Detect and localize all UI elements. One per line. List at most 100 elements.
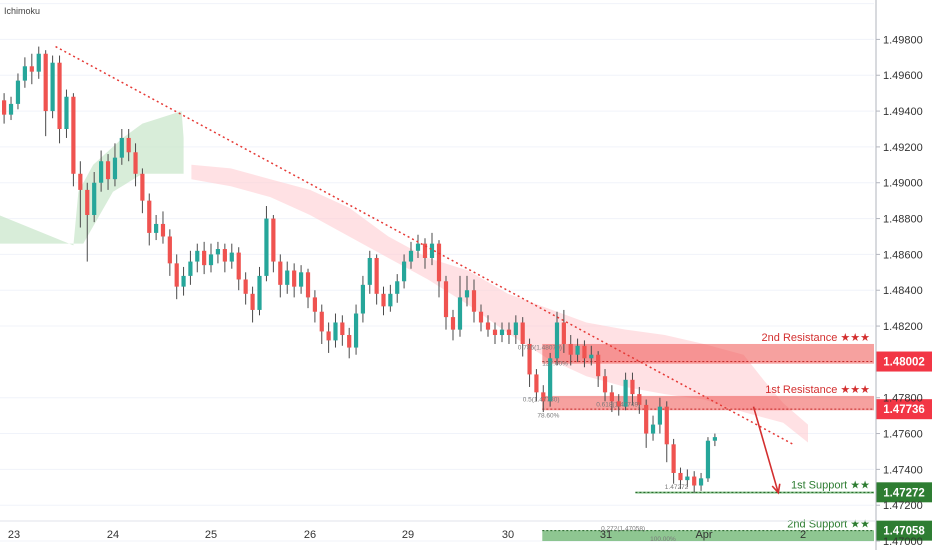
candle-bearish[interactable] (527, 343, 532, 375)
candle-bullish[interactable] (575, 345, 580, 355)
candle-bullish[interactable] (513, 322, 518, 336)
candle-bullish[interactable] (92, 182, 97, 215)
candle-bullish[interactable] (22, 66, 27, 81)
candle-bearish[interactable] (1, 100, 7, 115)
candle-bearish[interactable] (202, 250, 207, 266)
candle-bearish[interactable] (236, 252, 241, 280)
candle-bearish[interactable] (485, 322, 491, 330)
candle-bullish[interactable] (698, 478, 704, 486)
candle-bearish[interactable] (478, 311, 484, 323)
candle-bullish[interactable] (650, 424, 656, 434)
candle-bearish[interactable] (326, 331, 331, 341)
candle-bearish[interactable] (374, 257, 379, 294)
candle-bearish[interactable] (664, 406, 669, 445)
candle-bullish[interactable] (112, 157, 118, 180)
candle-bearish[interactable] (561, 322, 566, 344)
candle-bearish[interactable] (609, 392, 614, 402)
candle-bearish[interactable] (450, 317, 456, 330)
candle-bearish[interactable] (133, 152, 138, 174)
candle-bullish[interactable] (195, 250, 200, 262)
candle-bearish[interactable] (271, 218, 276, 262)
candle-bullish[interactable] (285, 270, 290, 285)
candle-bearish[interactable] (692, 476, 697, 486)
candle-bearish[interactable] (492, 329, 498, 336)
candle-bullish[interactable] (712, 437, 717, 441)
candle-bearish[interactable] (347, 335, 352, 348)
candle-bearish[interactable] (471, 290, 477, 312)
candle-bullish[interactable] (99, 161, 104, 183)
candle-bearish[interactable] (160, 223, 166, 237)
candle-bearish[interactable] (250, 293, 255, 310)
candle-bullish[interactable] (208, 254, 214, 266)
candle-bearish[interactable] (312, 297, 317, 312)
candle-bullish[interactable] (388, 293, 393, 307)
candle-bearish[interactable] (29, 66, 34, 72)
candle-bullish[interactable] (395, 281, 400, 294)
candle-bearish[interactable] (340, 322, 345, 336)
candle-bearish[interactable] (292, 270, 297, 287)
candle-bullish[interactable] (589, 354, 594, 359)
candle-bearish[interactable] (596, 354, 601, 377)
candle-bearish[interactable] (243, 279, 248, 294)
candle-bearish[interactable] (78, 173, 83, 190)
candle-bullish[interactable] (229, 252, 234, 262)
candle-bullish[interactable] (8, 103, 14, 115)
candle-bullish[interactable] (429, 243, 435, 258)
candle-bearish[interactable] (105, 161, 111, 180)
candle-bullish[interactable] (499, 329, 505, 336)
candle-bearish[interactable] (85, 189, 90, 215)
candle-bearish[interactable] (174, 263, 179, 287)
candle-bullish[interactable] (464, 290, 470, 298)
candle-bullish[interactable] (548, 358, 553, 402)
candle-bearish[interactable] (616, 401, 621, 407)
candle-bullish[interactable] (623, 379, 628, 407)
candle-bullish[interactable] (333, 322, 338, 341)
candle-bearish[interactable] (506, 329, 512, 336)
candle-bullish[interactable] (401, 261, 407, 282)
candle-bullish[interactable] (657, 406, 662, 425)
candle-bearish[interactable] (147, 200, 152, 233)
candle-bearish[interactable] (644, 404, 649, 434)
candle-bullish[interactable] (408, 250, 414, 262)
candle-bearish[interactable] (443, 281, 449, 318)
candle-bearish[interactable] (630, 379, 635, 395)
candle-bullish[interactable] (554, 322, 560, 359)
candle-bearish[interactable] (422, 243, 428, 258)
candle-bearish[interactable] (582, 345, 587, 359)
candle-bullish[interactable] (367, 257, 372, 285)
candle-bullish[interactable] (119, 137, 124, 158)
candle-bearish[interactable] (71, 96, 76, 174)
candle-bearish[interactable] (140, 173, 145, 201)
candle-bearish[interactable] (381, 293, 386, 307)
candle-bullish[interactable] (154, 223, 159, 233)
candle-bearish[interactable] (305, 272, 311, 298)
candle-bearish[interactable] (637, 394, 642, 405)
candle-bullish[interactable] (215, 249, 221, 255)
candle-bullish[interactable] (685, 476, 690, 481)
candle-bullish[interactable] (15, 80, 21, 104)
candle-bearish[interactable] (534, 374, 539, 393)
candle-bearish[interactable] (671, 444, 676, 473)
candle-bullish[interactable] (360, 284, 366, 314)
candle-bullish[interactable] (64, 96, 69, 129)
candle-bearish[interactable] (541, 392, 546, 402)
candle-bullish[interactable] (188, 261, 193, 276)
candle-bearish[interactable] (57, 62, 62, 129)
candle-bearish[interactable] (222, 249, 227, 262)
candle-bearish[interactable] (678, 472, 683, 481)
candle-bullish[interactable] (257, 275, 262, 310)
candle-bearish[interactable] (167, 236, 172, 264)
candle-bullish[interactable] (264, 218, 269, 276)
candle-bullish[interactable] (298, 272, 304, 287)
candle-bullish[interactable] (415, 243, 421, 251)
candle-bearish[interactable] (319, 311, 324, 332)
candle-bearish[interactable] (602, 376, 608, 393)
candle-bullish[interactable] (705, 440, 711, 479)
candle-bearish[interactable] (126, 137, 131, 153)
candle-bearish[interactable] (520, 322, 525, 344)
candle-bullish[interactable] (457, 297, 463, 330)
candle-bearish[interactable] (436, 243, 442, 282)
candle-bullish[interactable] (50, 62, 55, 112)
candle-bullish[interactable] (36, 53, 41, 72)
